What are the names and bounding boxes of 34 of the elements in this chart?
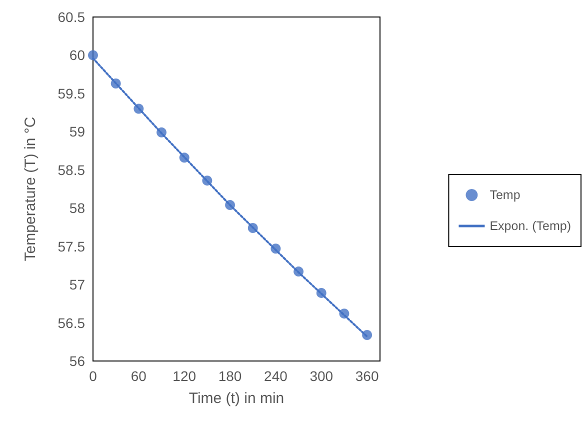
point <box>156 127 167 138</box>
y-tick-label: 57 <box>69 276 86 293</box>
point <box>88 50 98 60</box>
point <box>294 266 304 277</box>
x-tick-label: 60 <box>130 368 147 384</box>
legend-label: Temp <box>490 188 520 202</box>
y-tick-label: 57.5 <box>58 238 86 254</box>
point <box>202 176 212 186</box>
y-tick-label: 59.5 <box>58 85 86 102</box>
x-tick-label: 0 <box>89 368 98 384</box>
x-tick-label: 180 <box>218 368 242 384</box>
y-tick-label: 60 <box>69 47 86 64</box>
legend-label: Expon. (Temp) <box>490 219 571 233</box>
y-tick-label: 56.5 <box>58 314 86 331</box>
y-tick-label: 58 <box>69 200 86 216</box>
point <box>362 330 372 340</box>
y-tick-label: 60.5 <box>58 9 86 25</box>
point <box>270 244 281 254</box>
y-tick-label: 59 <box>69 124 86 140</box>
point <box>110 78 121 89</box>
point <box>339 308 350 319</box>
point <box>316 288 326 298</box>
x-axis-title: Time (t) in min <box>188 390 284 407</box>
point <box>248 222 258 233</box>
y-tick-label: 58.5 <box>58 162 86 178</box>
x-tick-label: 240 <box>264 368 288 384</box>
y-tick-label: 56 <box>69 353 86 369</box>
x-tick-label: 360 <box>355 368 379 384</box>
point <box>179 152 190 163</box>
x-tick-label: 300 <box>310 368 334 384</box>
y-axis-title: Temperature (T) in °C <box>22 116 39 262</box>
point <box>225 200 236 210</box>
x-tick-label: 120 <box>172 368 196 384</box>
point <box>134 104 144 114</box>
